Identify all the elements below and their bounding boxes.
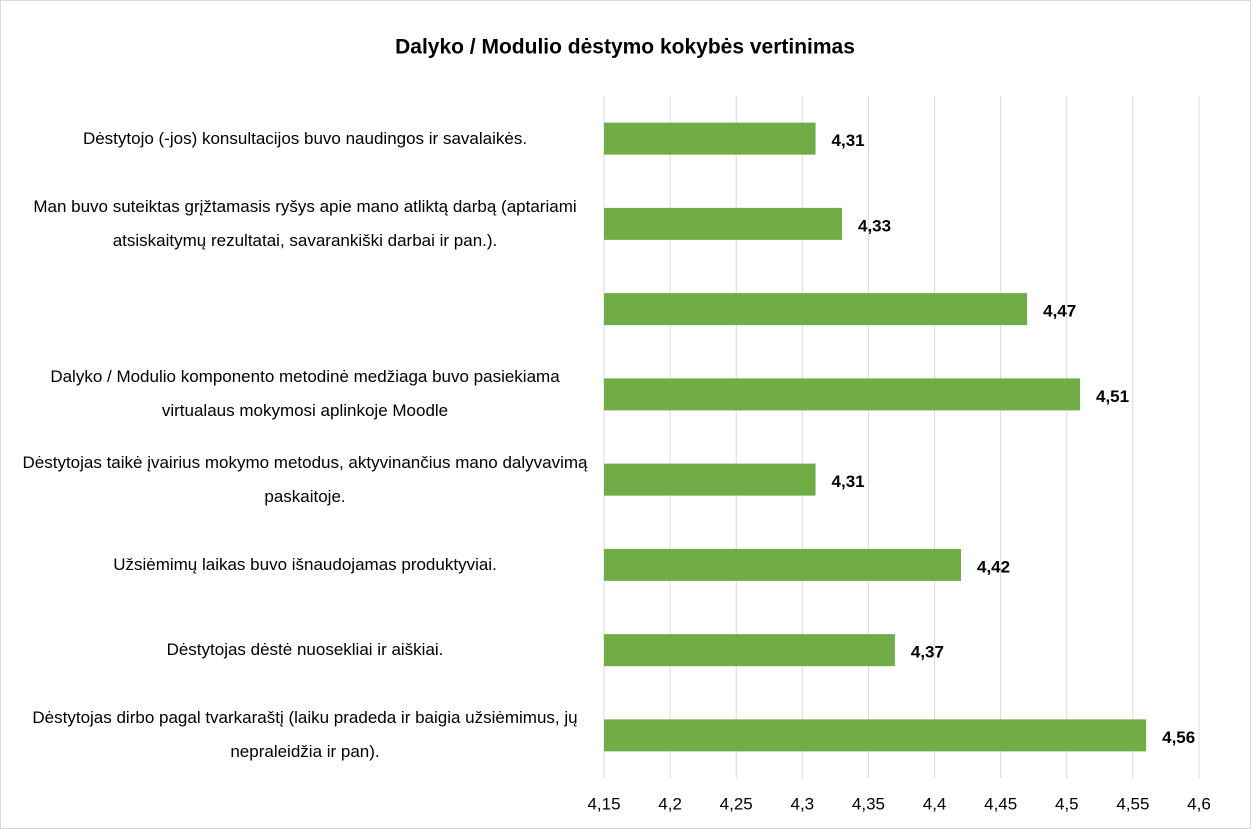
x-tick-label: 4,3 bbox=[791, 794, 815, 813]
x-tick-label: 4,25 bbox=[720, 794, 753, 813]
x-tick-label: 4,35 bbox=[852, 794, 885, 813]
y-tick-label: Dėstytojas taikė įvairius mokymo metodus… bbox=[22, 452, 588, 506]
data-label: 4,31 bbox=[832, 472, 865, 491]
bar bbox=[604, 463, 816, 496]
data-label: 4,33 bbox=[858, 216, 891, 235]
y-tick-label: Dėstytojo (-jos) konsultacijos buvo naud… bbox=[82, 128, 528, 148]
x-tick-label: 4,45 bbox=[984, 794, 1017, 813]
bar bbox=[604, 719, 1147, 752]
x-tick-label: 4,4 bbox=[923, 794, 947, 813]
x-tick-label: 4,55 bbox=[1116, 794, 1149, 813]
data-label: 4,31 bbox=[832, 131, 865, 150]
bar bbox=[604, 122, 816, 155]
data-label: 4,47 bbox=[1043, 302, 1076, 321]
bar bbox=[604, 293, 1028, 326]
data-label: 4,37 bbox=[911, 643, 944, 662]
y-tick-label: Užsiėmimų laikas buvo išnaudojamas produ… bbox=[113, 554, 497, 574]
data-label: 4,56 bbox=[1162, 728, 1195, 747]
data-label: 4,42 bbox=[977, 557, 1010, 576]
y-tick-label: Man buvo suteiktas grįžtamasis ryšys api… bbox=[33, 196, 577, 250]
bar bbox=[604, 207, 842, 240]
y-tick-label: Dėstytojas dirbo pagal tvarkaraštį (laik… bbox=[32, 708, 578, 762]
data-label: 4,51 bbox=[1096, 387, 1129, 406]
x-tick-label: 4,2 bbox=[658, 794, 682, 813]
chart-title: Dalyko / Modulio dėstymo kokybės vertini… bbox=[395, 36, 855, 59]
bar bbox=[604, 378, 1080, 411]
x-tick-label: 4,5 bbox=[1055, 794, 1079, 813]
bar bbox=[604, 548, 961, 581]
y-tick-label: Dėstytojas dėstė nuosekliai ir aiškiai. bbox=[166, 640, 444, 660]
y-tick-label: Dalyko / Modulio komponento metodinė med… bbox=[50, 367, 560, 421]
x-tick-label: 4,15 bbox=[587, 794, 620, 813]
bar bbox=[604, 634, 895, 667]
x-tick-label: 4,6 bbox=[1187, 794, 1211, 813]
